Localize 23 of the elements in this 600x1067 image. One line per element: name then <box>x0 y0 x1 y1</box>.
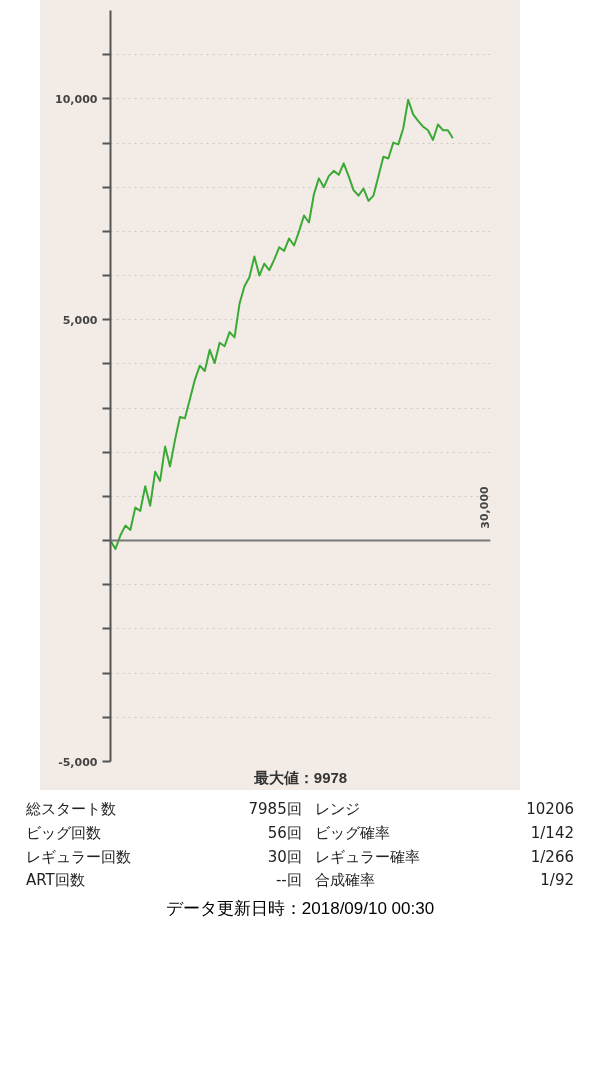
y-tick-label: 10,000 <box>55 92 98 106</box>
text: 56回 <box>266 822 303 844</box>
text: データ更新日時：2018/09/10 00:30 <box>164 898 436 920</box>
text: レンジ <box>313 799 361 820</box>
text: 1/92 <box>539 870 575 892</box>
text: ビッグ確率 <box>313 822 391 844</box>
y-tick-label: 5,000 <box>62 313 98 327</box>
text: ビッグ回数 <box>25 822 102 844</box>
text: 10206 <box>525 799 575 820</box>
text: 総スタート数 <box>25 799 117 820</box>
text: 合成確率 <box>313 870 376 892</box>
text: レギュラー確率 <box>313 846 421 868</box>
text: 7985回 <box>247 799 303 820</box>
text: --回 <box>274 870 303 892</box>
text: ART回数 <box>25 870 86 892</box>
text: 1/266 <box>529 846 575 868</box>
text: 最大値：9978 <box>252 768 348 786</box>
line-series <box>110 98 454 551</box>
text: 30,000 <box>478 485 492 529</box>
text: レギュラー回数 <box>25 846 132 868</box>
y-tick-label: -5,000 <box>58 755 98 769</box>
text: 1/142 <box>529 822 575 844</box>
text: 30回 <box>266 846 303 868</box>
